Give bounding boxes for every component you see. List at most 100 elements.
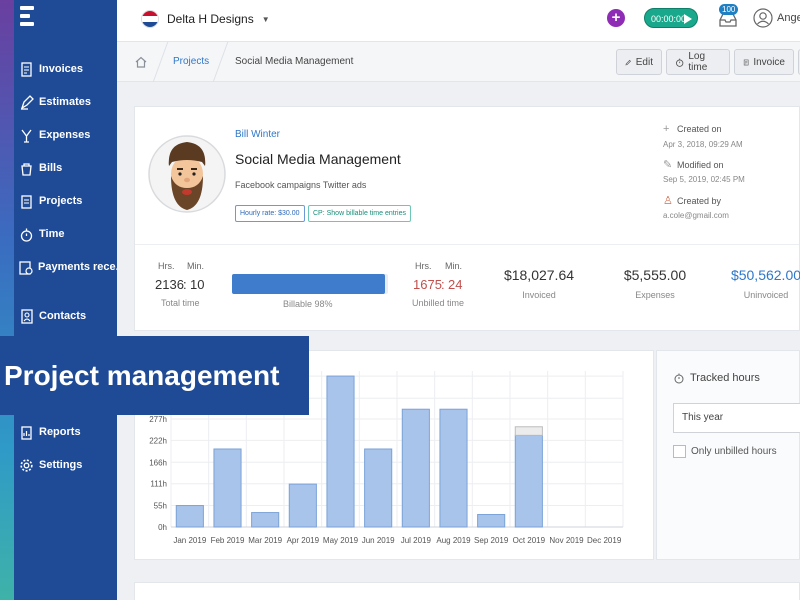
period-select[interactable]: This year xyxy=(673,403,800,433)
estimates-icon xyxy=(18,94,34,110)
tracked-hours-heading: Tracked hours xyxy=(673,372,760,384)
user-menu[interactable]: Angeli xyxy=(753,8,800,28)
unbilled-min-label: Min. xyxy=(445,261,463,271)
sidebar-item-contacts[interactable]: Contacts xyxy=(18,305,117,327)
user-icon xyxy=(753,8,773,28)
sidebar-item-expenses[interactable]: Expenses xyxy=(18,124,117,146)
quick-add-button[interactable]: + xyxy=(607,9,625,27)
billable-progress-fill xyxy=(232,274,385,294)
billable-progress-bar xyxy=(232,274,388,294)
breadcrumb-projects-link[interactable]: Projects xyxy=(173,56,210,67)
sidebar-item-label: Invoices xyxy=(39,63,84,75)
y-tick-label: 166h xyxy=(149,458,167,467)
company-switcher[interactable]: Delta H Designs ▼ xyxy=(141,10,270,28)
gear-icon xyxy=(18,457,34,473)
sidebar-item-settings[interactable]: Settings xyxy=(18,454,117,476)
billable-label: Billable 98% xyxy=(283,299,333,309)
unbilled-time-label: Unbilled time xyxy=(412,298,465,308)
x-tick-label: Dec 2019 xyxy=(587,536,622,545)
total-hours-value: 2136 xyxy=(155,277,184,292)
total-time-label: Total time xyxy=(161,298,200,308)
sidebar-item-label: Time xyxy=(39,228,65,240)
total-hrs-label: Hrs. xyxy=(158,261,175,271)
x-tick-label: Feb 2019 xyxy=(211,536,245,545)
tracked-hours-chart: 0h 55h 111h 166h 222h 277h Jan 2019 Feb 2019 Mar… xyxy=(149,371,624,545)
sidebar-item-label: Reports xyxy=(39,426,81,438)
bar xyxy=(251,512,280,528)
pencil-icon xyxy=(625,59,631,65)
project-title: Social Media Management xyxy=(235,151,401,167)
notifications-button[interactable]: 100 xyxy=(717,4,739,30)
sidebar-item-bills[interactable]: Bills xyxy=(18,157,117,179)
created-on-label: + Created on xyxy=(663,123,722,135)
plus-icon: + xyxy=(663,123,670,135)
bar xyxy=(175,505,204,528)
stopwatch-icon xyxy=(18,226,34,242)
invoice-icon xyxy=(18,61,34,77)
edit-label: Edit xyxy=(635,56,653,68)
sidebar-item-payments-rece[interactable]: Payments rece... xyxy=(18,256,117,278)
feature-banner: Project management xyxy=(0,336,309,415)
invoiced-value: $18,027.64 xyxy=(503,267,575,283)
y-tick-label: 111h xyxy=(150,480,167,489)
sidebar-item-label: Contacts xyxy=(39,310,87,322)
checkbox-box[interactable] xyxy=(673,445,686,458)
x-tick-label: Sep 2019 xyxy=(474,536,509,545)
notification-count: 100 xyxy=(719,4,739,15)
client-name-link[interactable]: Bill Winter xyxy=(235,129,281,140)
log-time-button[interactable]: Log time xyxy=(666,49,730,75)
pencil-icon: ✎ xyxy=(663,159,673,171)
user-name: Angeli xyxy=(777,12,800,24)
bar xyxy=(364,448,393,528)
project-summary-card: Bill Winter Social Media Management Face… xyxy=(134,106,800,331)
sidebar-item-label: Expenses xyxy=(39,129,91,141)
hourly-rate-tag: Hourly rate: $30.00 xyxy=(235,205,305,222)
total-minutes-value: 10 xyxy=(190,277,205,292)
reports-icon xyxy=(18,424,34,440)
uninvoiced-value: $50,562.00 xyxy=(730,267,800,283)
invoice-button[interactable]: Invoice xyxy=(734,49,794,75)
log-time-label: Log time xyxy=(688,51,708,73)
modified-on-label: ✎ Modified on xyxy=(663,159,724,171)
bar-unbilled-segment xyxy=(514,426,543,436)
created-on-value: Apr 3, 2018, 09:29 AM xyxy=(663,140,743,149)
bar xyxy=(326,375,355,528)
expenses-icon xyxy=(18,127,34,143)
expenses-value: $5,555.00 xyxy=(623,267,687,283)
billable-entries-tag[interactable]: CP: Show billable time entries xyxy=(308,205,411,222)
accent-strip xyxy=(0,0,14,600)
stopwatch-icon xyxy=(674,373,684,384)
timer-button[interactable]: 00:00:00 xyxy=(644,8,698,28)
x-tick-label: May 2019 xyxy=(323,536,359,545)
y-tick-label: 222h xyxy=(149,436,167,445)
time-colon: : xyxy=(183,277,187,292)
breadcrumb-divider xyxy=(212,42,229,82)
home-icon[interactable] xyxy=(134,55,148,69)
sidebar-item-estimates[interactable]: Estimates xyxy=(18,91,117,113)
sidebar-item-invoices[interactable]: Invoices xyxy=(18,58,117,80)
x-tick-label: Aug 2019 xyxy=(436,536,471,545)
sidebar-item-label: Bills xyxy=(39,162,63,174)
sidebar-item-time[interactable]: Time xyxy=(18,223,117,245)
bar xyxy=(514,434,543,528)
play-icon xyxy=(684,14,692,24)
payments-icon xyxy=(18,259,33,275)
more-actions-button[interactable] xyxy=(798,49,800,75)
edit-button[interactable]: Edit xyxy=(616,49,662,75)
created-by-value: a.cole@gmail.com xyxy=(663,211,729,220)
company-name: Delta H Designs xyxy=(167,12,254,26)
expenses-label: Expenses xyxy=(635,290,675,300)
bar xyxy=(288,483,317,528)
stats-divider xyxy=(135,244,799,245)
uninvoiced-label: Uninvoiced xyxy=(743,290,789,300)
invoice-icon xyxy=(743,59,749,65)
sidebar-item-label: Settings xyxy=(39,459,83,471)
time-colon: : xyxy=(441,277,445,292)
app-logo[interactable] xyxy=(20,6,36,26)
invoiced-label: Invoiced xyxy=(522,290,556,300)
sidebar: Invoices Estimates Expenses Bills Projects Ti… xyxy=(14,0,117,600)
sidebar-item-projects[interactable]: Projects xyxy=(18,190,117,212)
sidebar-item-label: Payments rece... xyxy=(38,261,117,273)
only-unbilled-checkbox[interactable]: Only unbilled hours xyxy=(673,445,777,458)
sidebar-item-reports[interactable]: Reports xyxy=(18,421,117,443)
